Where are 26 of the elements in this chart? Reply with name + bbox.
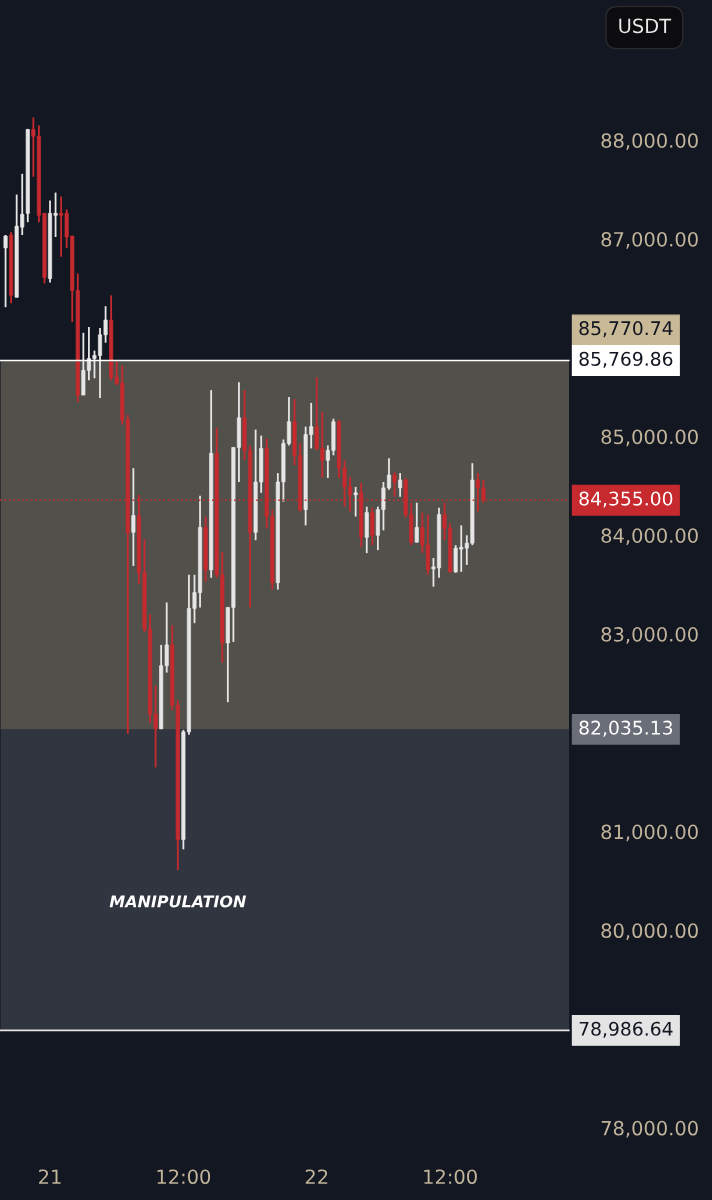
- candlestick: [392, 471, 397, 498]
- y-tick-label: 83,000.00: [601, 627, 698, 644]
- y-tick-label: 80,000.00: [601, 923, 698, 940]
- candlestick: [3, 234, 8, 309]
- y-tick-label: 84,000.00: [601, 528, 698, 545]
- candlestick: [370, 506, 375, 547]
- text: USDT: [619, 18, 672, 34]
- candlestick: [131, 467, 136, 567]
- y-tick-label: 78,000.00: [601, 1120, 698, 1138]
- y-tick-label: 81,000.00: [601, 824, 698, 842]
- x-tick-label: 22: [305, 1169, 328, 1184]
- x-tick-label: 12:00: [157, 1169, 211, 1185]
- candlestick: [414, 501, 419, 544]
- annotation: MANIPULATION: [109, 895, 246, 908]
- ref-line-label: 78,986.64: [579, 1021, 673, 1038]
- y-tick-label: 87,000.00: [601, 231, 698, 249]
- ref-line-label: 84,355.00: [579, 491, 673, 508]
- band-label: 82,035.13: [579, 720, 673, 737]
- x-tick-label: 12:00: [424, 1169, 477, 1185]
- candlestick: [353, 485, 358, 518]
- y-tick-label: 88,000.00: [601, 133, 698, 150]
- band-label: 85,770.74: [579, 321, 673, 338]
- candlestick: [398, 472, 403, 498]
- y-tick-label: 85,000.00: [601, 429, 698, 447]
- ref-line-label: 85,769.86: [579, 351, 673, 368]
- x-tick-label: 21: [39, 1169, 61, 1184]
